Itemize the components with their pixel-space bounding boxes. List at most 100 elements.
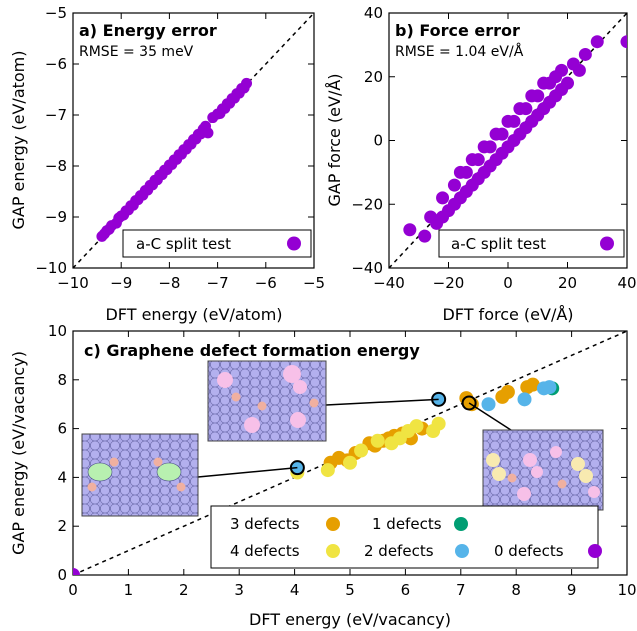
data-point [459,185,473,198]
legend-marker [287,236,301,251]
data-point [620,35,627,49]
x-tick-label: 1 [124,581,134,599]
data-point [436,210,450,224]
y-tick-label: 40 [364,4,383,22]
data-point [549,70,563,84]
y-axis-label: GAP force (eV/Å) [325,73,344,206]
legend-box [210,505,599,569]
x-tick-label: −7 [207,274,229,292]
data-point [241,77,253,89]
data-point [73,568,80,575]
x-tick-label: 2 [179,581,189,599]
inset-structure-top [207,360,327,442]
data-point [495,146,509,160]
legend-marker-3-defects [326,517,340,531]
legend-marker-4-defects [326,544,340,558]
data-point [447,178,461,192]
data-point [471,172,485,186]
data-point [403,223,417,237]
panel-b: −40 −20 0 20 40 −40 −20 0 20 40 b) Force error RM… [325,4,637,324]
data-point [501,114,515,128]
legend-label-1-defects: 1 defects [372,515,442,533]
data-point [418,229,432,243]
data-point [555,83,569,96]
x-tick-label: 3 [234,581,244,599]
y-tick-label: 8 [57,371,67,389]
y-tick-label: 0 [373,132,383,150]
x-tick-label: −9 [110,274,132,292]
y-tick-label: −9 [45,208,67,226]
data-point [489,127,503,141]
y-tick-label: −40 [351,259,383,277]
data-point [543,95,557,109]
rmse-annotation: RMSE = 1.04 eV/Å [395,43,524,60]
x-tick-label: −8 [158,274,180,292]
data-points [73,377,560,575]
y-tick-label: −6 [45,55,67,73]
data-point [572,63,586,77]
inset-structure-left [81,433,199,517]
y-tick-label: −8 [45,157,67,175]
chart-title: a) Energy error [79,21,217,40]
data-point [465,153,479,167]
data-point [578,47,592,61]
data-point [531,108,545,122]
legend-label-3-defects: 3 defects [230,515,300,533]
x-tick-label: −40 [373,274,405,292]
legend-box [122,229,312,258]
data-point [537,76,551,90]
connector-line [197,466,298,478]
data-point [354,443,369,458]
legend-box [438,229,625,258]
y-tick-label: 10 [48,322,67,340]
x-tick-label: −5 [303,274,325,292]
x-tick-label: 4 [290,581,300,599]
data-point [517,392,532,407]
x-tick-label: 40 [617,274,636,292]
x-tick-label: 7 [456,581,466,599]
data-point [436,191,450,205]
panel-c: 0 1 2 3 4 5 6 7 8 9 10 0 2 4 6 8 10 c) Graphene defect f… [9,322,637,629]
x-tick-label: 20 [558,274,577,292]
inset-connectors [197,398,515,478]
diagonal-line [73,331,627,575]
legend-marker-2-defects [455,544,469,558]
data-point [202,127,214,139]
x-tick-label: 9 [567,581,577,599]
x-tick-label: 0 [503,274,513,292]
y-axis-label: GAP energy (eV/atom) [9,50,28,229]
data-point [409,419,424,434]
chart-title: c) Graphene defect formation energy [84,341,420,360]
x-tick-label: 10 [617,581,636,599]
data-point [483,159,497,173]
chart-title: b) Force error [395,21,520,40]
data-point [542,380,557,395]
x-tick-label: 0 [68,581,78,599]
ticks: −10 −9 −8 −7 −6 −5 −10 −9 −8 −7 −6 −5 [35,4,325,292]
x-tick-label: −10 [57,274,89,292]
data-point [477,140,491,154]
data-point [431,416,446,431]
data-points [96,77,253,242]
y-tick-label: −20 [351,195,383,213]
y-tick-label: 20 [364,68,383,86]
legend-marker-0-defects [588,544,602,558]
panel-a: −10 −9 −8 −7 −6 −5 −10 −9 −8 −7 −6 −5 a) Energy err… [9,4,325,324]
x-tick-label: 6 [401,581,411,599]
x-axis-label: DFT energy (eV/atom) [105,305,282,324]
y-tick-label: −5 [45,4,67,22]
data-point [500,385,515,399]
data-point [453,165,467,179]
x-tick-label: 5 [345,581,355,599]
y-axis-label: GAP energy (eV/vacancy) [9,351,28,555]
data-point [507,134,521,147]
y-tick-label: −10 [35,259,67,277]
data-point [343,455,357,470]
data-point [320,463,335,478]
x-tick-label: 8 [511,581,521,599]
legend-label-0-defects: 0 defects [494,542,564,560]
data-point [590,35,604,49]
ticks: 0 1 2 3 4 5 6 7 8 9 10 0 2 4 6 8 10 [48,322,637,599]
data-point [370,433,385,448]
